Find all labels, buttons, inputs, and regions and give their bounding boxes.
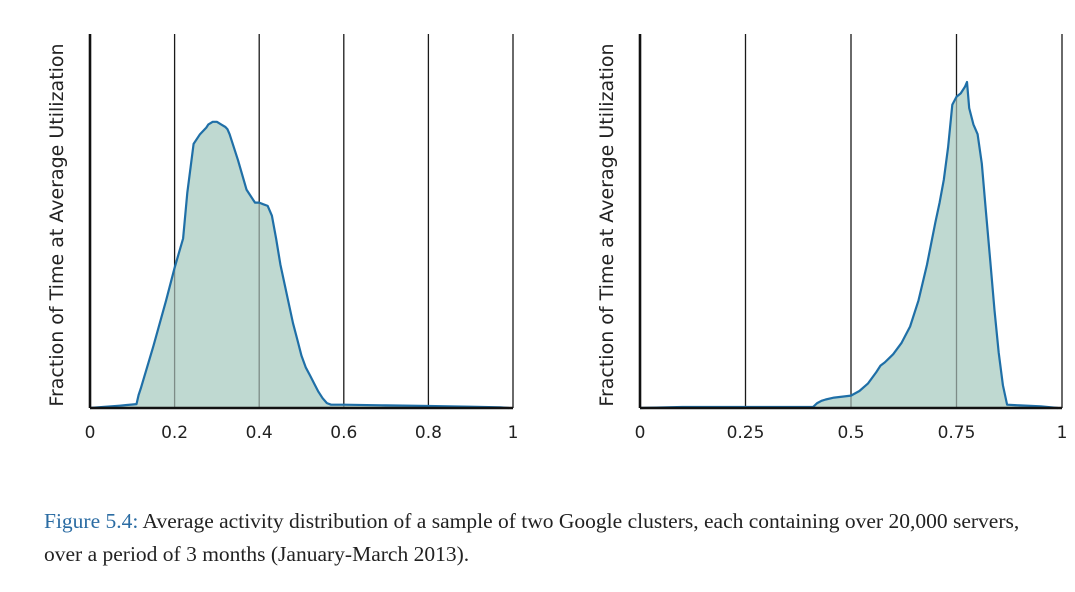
chart-1-area-overlay xyxy=(90,121,509,409)
chart-2-tick-label: 1 xyxy=(1057,423,1068,443)
chart-1-tick-label: 0.4 xyxy=(246,423,273,443)
chart-2-tick-label: 0.75 xyxy=(938,423,976,443)
chart-1: 0 0.2 0.4 0.6 0.8 1 Fraction of Time at Averag… xyxy=(46,34,518,443)
chart-2-tick-label: 0 xyxy=(635,423,646,443)
chart-2-tick-label: 0.5 xyxy=(837,423,864,443)
chart-2: 0 0.25 0.5 0.75 1 Fraction of Time at Average… xyxy=(596,34,1067,443)
chart-1-tick-label: 0.8 xyxy=(415,423,442,443)
chart-2-tick-label: 0.25 xyxy=(727,423,765,443)
caption-text: Average activity distribution of a sampl… xyxy=(44,509,1020,566)
chart-1-line xyxy=(89,120,509,410)
chart-2-area-overlay xyxy=(640,82,1058,408)
charts-svg: 0 0.2 0.4 0.6 0.8 1 Fraction of Time at Averag… xyxy=(46,34,1067,443)
chart-2-line xyxy=(639,80,1058,410)
figure-caption: Figure 5.4: Average activity distributio… xyxy=(44,505,1054,571)
chart-2-y-axis-label: Fraction of Time at Average Utilization xyxy=(596,43,618,406)
figure-label: Figure 5.4: xyxy=(44,509,139,533)
chart-1-tick-label: 1 xyxy=(508,423,519,443)
chart-1-tick-label: 0 xyxy=(85,423,96,443)
chart-1-tick-label: 0.6 xyxy=(330,423,357,443)
chart-1-y-axis-label: Fraction of Time at Average Utilization xyxy=(46,43,68,406)
chart-1-tick-label: 0.2 xyxy=(161,423,188,443)
